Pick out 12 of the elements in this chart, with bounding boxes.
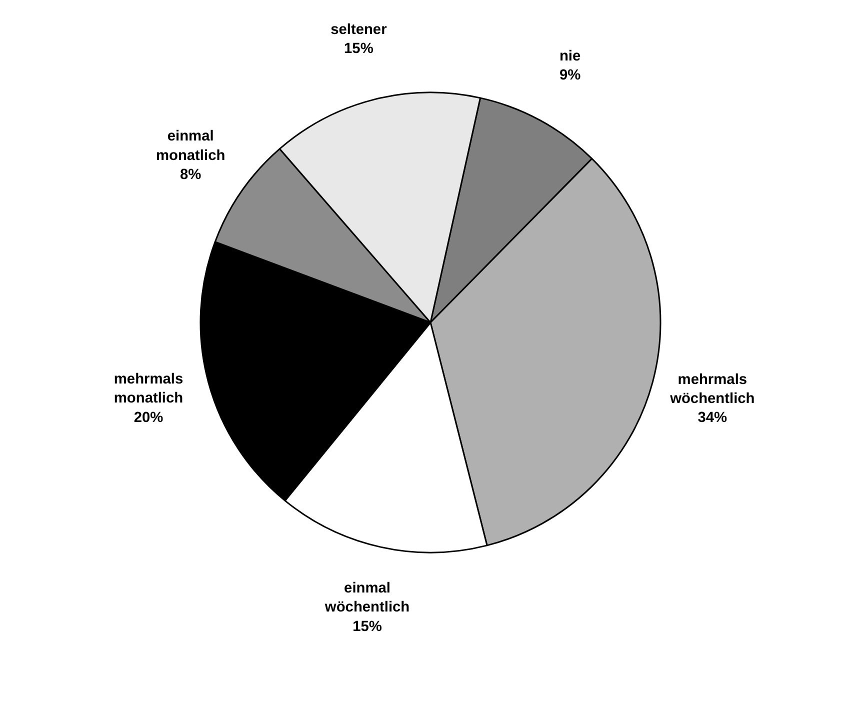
data-label: 15% (352, 618, 382, 635)
data-label: 15% (344, 40, 374, 57)
slice-label: einmal monatlich (156, 128, 226, 164)
data-label: 20% (134, 410, 164, 426)
slice-label: mehrmals wöchentlich (669, 372, 755, 407)
slice-label: nie (559, 48, 581, 64)
slice-label: mehrmals monatlich (114, 372, 184, 407)
data-label: 34% (698, 410, 728, 426)
slice-label: einmal wöchentlich (324, 580, 410, 616)
slice-label: seltener (330, 22, 388, 38)
data-label: 8% (180, 167, 202, 184)
data-label: 9% (559, 67, 581, 84)
